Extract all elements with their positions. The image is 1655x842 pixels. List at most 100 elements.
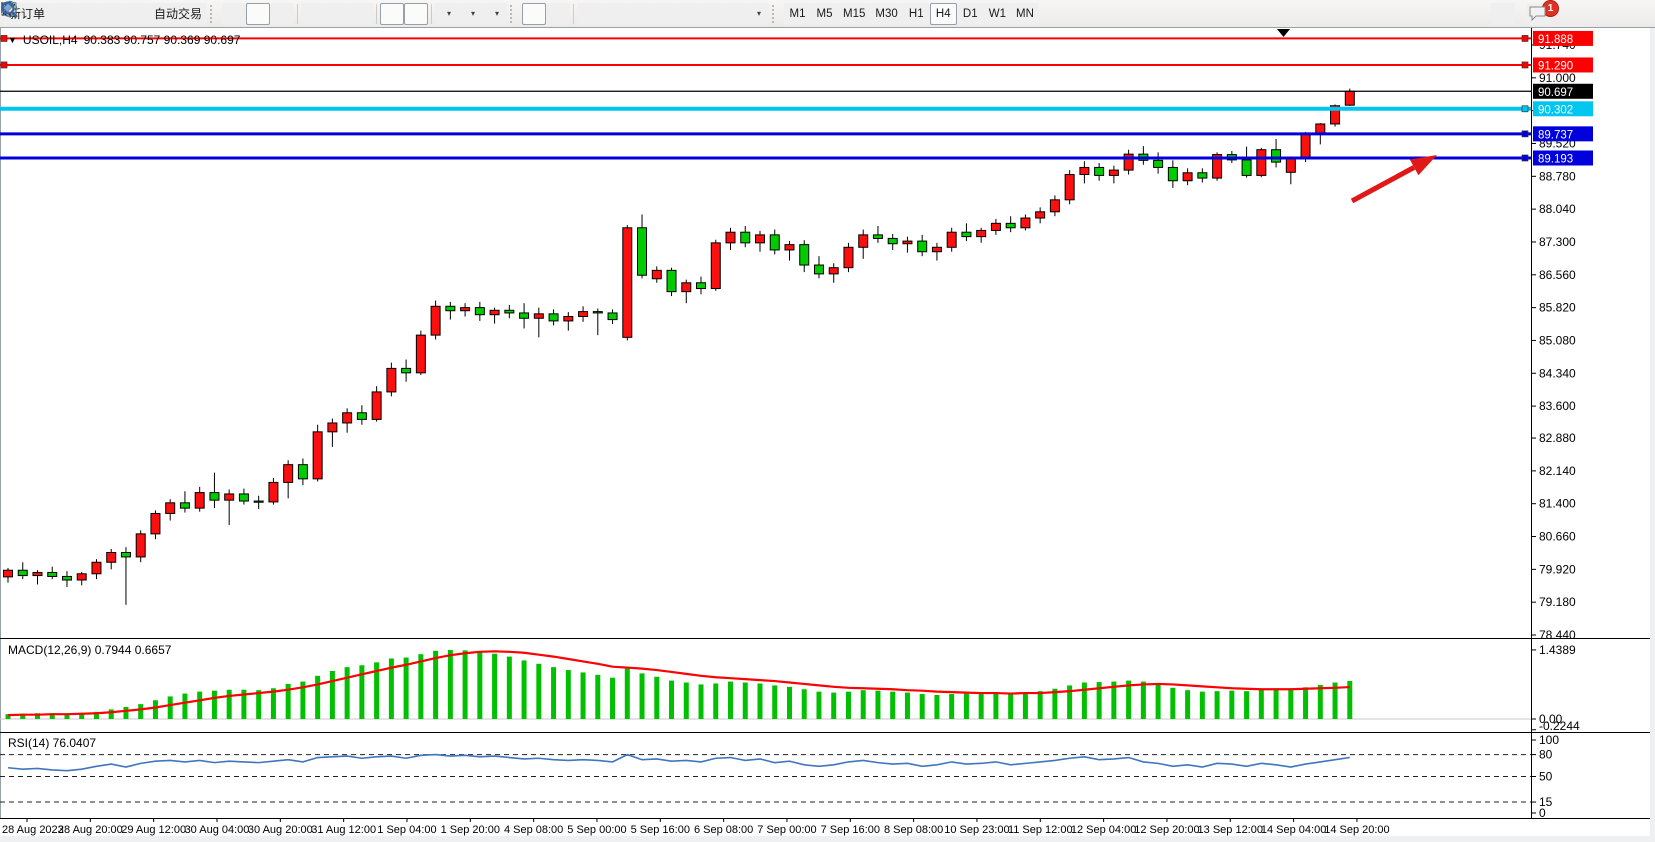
- zoom-in-button[interactable]: [2, 2, 326, 25]
- macd-bar: [403, 657, 409, 719]
- timeframe-H1[interactable]: H1: [902, 2, 930, 25]
- notifications-button[interactable]: 1: [1527, 0, 1559, 25]
- templates-button[interactable]: ▾: [1, 2, 508, 25]
- line-endpoint-knob[interactable]: [1521, 61, 1529, 69]
- shapes-button[interactable]: ▾: [2, 2, 770, 25]
- candle-body: [1271, 149, 1282, 163]
- timeframe-W1[interactable]: W1: [983, 2, 1012, 25]
- candle-body: [1330, 105, 1341, 125]
- price-badge-label: 91.888: [1538, 34, 1573, 46]
- macd-bar: [728, 681, 734, 719]
- market-watch-button[interactable]: [1, 1, 75, 25]
- macd-bar: [1096, 682, 1102, 719]
- macd-indicator-label: MACD(12,26,9) 0.7944 0.6657: [8, 643, 172, 657]
- timeframe-M5[interactable]: M5: [811, 2, 839, 25]
- candle-body: [681, 282, 692, 293]
- timeframe-M30[interactable]: M30: [870, 2, 903, 25]
- macd-bar: [713, 683, 719, 719]
- navigator-button[interactable]: [1, 0, 123, 25]
- rsi-line: [7, 753, 1350, 772]
- candle-body: [902, 240, 913, 245]
- timeframe-H4[interactable]: H4: [929, 2, 957, 25]
- time-tick-label: 14 Sep 20:00: [1324, 824, 1389, 836]
- candlestick-chart-button[interactable]: [3, 2, 271, 25]
- tile-windows-button[interactable]: [2, 2, 374, 25]
- horizontal-line-button[interactable]: [2, 2, 626, 25]
- price-tick-label: 91.000: [1539, 71, 1576, 85]
- zoom-out-button[interactable]: [2, 2, 350, 25]
- new-order-label: 新订单: [9, 7, 46, 21]
- macd-bar: [536, 663, 542, 719]
- chart-shift-marker[interactable]: [1277, 29, 1290, 37]
- line-endpoint-knob[interactable]: [0, 61, 8, 69]
- time-tick-label: 7 Sep 16:00: [821, 824, 880, 836]
- macd-bar: [934, 695, 940, 719]
- line-endpoint-knob[interactable]: [1521, 105, 1529, 113]
- timeframe-M1[interactable]: M1: [784, 2, 812, 25]
- line-endpoint-knob[interactable]: [0, 35, 8, 42]
- macd-bar: [1303, 687, 1309, 719]
- macd-bar: [123, 707, 129, 719]
- time-tick-label: 28 Aug 20:00: [58, 824, 123, 836]
- candle-body: [1094, 166, 1105, 176]
- candle-body: [504, 309, 515, 314]
- candle-body: [415, 334, 426, 374]
- trend-arrow-shaft[interactable]: [1350, 165, 1416, 204]
- text-button[interactable]: A: [5, 1, 722, 25]
- toolbar-handle: [210, 4, 218, 23]
- toolbar-handle: [510, 4, 518, 23]
- ohlc-values: 90.383 90.757 90.369 90.697: [83, 33, 241, 47]
- macd-bar: [152, 700, 158, 719]
- time-tick-label: 6 Sep 08:00: [694, 824, 753, 836]
- line-endpoint-knob[interactable]: [1521, 35, 1529, 42]
- time-tick-label: 28 Aug 2023: [2, 824, 64, 836]
- timeframe-M15[interactable]: M15: [838, 2, 871, 25]
- macd-bar: [182, 693, 188, 719]
- candle-body: [784, 244, 795, 251]
- auto-trading-button[interactable]: 自动交易: [1, 2, 208, 25]
- candle-body: [238, 493, 249, 502]
- periods-button[interactable]: ▾: [1, 1, 484, 25]
- price-tick-label: 79.920: [1539, 562, 1576, 576]
- fibonacci-button[interactable]: F: [2, 2, 698, 25]
- crosshair-button[interactable]: [2, 2, 571, 25]
- macd-bar: [1155, 684, 1161, 719]
- macd-bar: [329, 671, 335, 719]
- macd-bar: [845, 691, 851, 719]
- equidistant-channel-button[interactable]: E: [1, 2, 674, 25]
- candle-body: [725, 231, 736, 244]
- vertical-line-button[interactable]: [8, 2, 602, 25]
- timeframe-MN[interactable]: MN: [1011, 2, 1039, 25]
- rsi-tick-label: 0: [1539, 806, 1546, 820]
- data-window-button[interactable]: [1, 2, 99, 25]
- auto-scroll-button[interactable]: [1, 2, 405, 25]
- candle-body: [76, 573, 87, 581]
- one-click-trading-arrow[interactable]: ▼: [8, 35, 17, 45]
- line-endpoint-knob[interactable]: [1521, 154, 1529, 162]
- line-chart-button[interactable]: [1, 2, 295, 25]
- chart-shift-button[interactable]: [1, 2, 429, 25]
- terminal-button[interactable]: [1, 2, 147, 25]
- indicators-button[interactable]: ▾: [1, 2, 460, 25]
- price-tick-label: 79.180: [1539, 595, 1576, 609]
- bar-chart-button[interactable]: [3, 2, 247, 25]
- timeframe-D1[interactable]: D1: [956, 2, 984, 25]
- macd-bar: [993, 693, 999, 719]
- macd-bar: [418, 654, 424, 719]
- macd-bar: [1273, 688, 1279, 719]
- text-label-button[interactable]: T: [2, 2, 746, 25]
- toolbar-separator: [573, 3, 575, 24]
- trend-arrow-head[interactable]: [1409, 155, 1437, 176]
- macd-bar: [256, 690, 262, 719]
- search-button[interactable]: [1, 1, 1515, 25]
- macd-bar: [374, 662, 380, 719]
- trendline-button[interactable]: [2, 2, 650, 25]
- candle-body: [1212, 154, 1223, 179]
- line-endpoint-knob[interactable]: [1521, 130, 1529, 138]
- macd-bar: [34, 713, 40, 719]
- macd-bar: [1111, 681, 1117, 719]
- cursor-button[interactable]: [5, 2, 547, 25]
- price-tick-label: 80.660: [1539, 530, 1576, 544]
- chart-background[interactable]: [0, 28, 1655, 842]
